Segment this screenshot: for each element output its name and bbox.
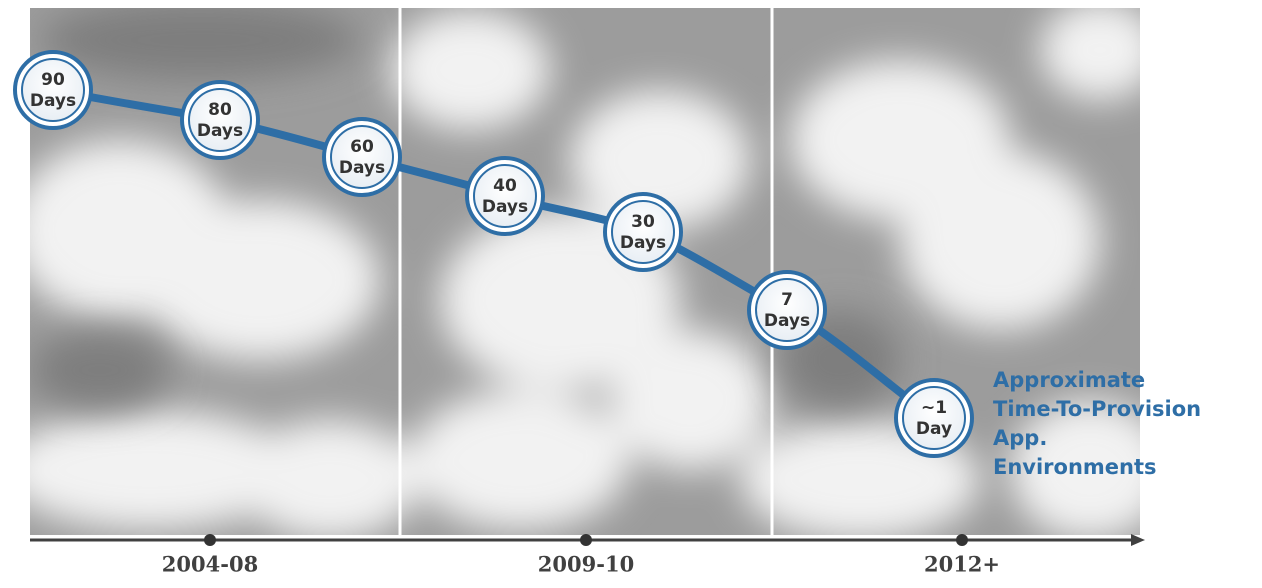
node-number: 90 <box>41 70 65 90</box>
node-number: 7 <box>781 290 793 310</box>
node-inner <box>188 88 252 152</box>
caption-line: Environments <box>993 455 1157 479</box>
period-label: 2004-08 <box>162 552 258 577</box>
node-number: 80 <box>208 100 232 120</box>
caption-line: Approximate <box>993 368 1145 392</box>
period-dot <box>580 534 592 546</box>
node-unit: Days <box>764 311 810 331</box>
node-inner <box>611 200 675 264</box>
node-inner <box>902 386 966 450</box>
node-inner <box>330 125 394 189</box>
node-unit: Days <box>482 197 528 217</box>
caption-line: App. <box>993 426 1047 450</box>
axis-arrow <box>1131 534 1145 546</box>
node-inner <box>21 58 85 122</box>
caption-line: Time-To-Provision <box>993 397 1201 421</box>
node-number: 40 <box>493 176 517 196</box>
cloud-background <box>30 8 1140 535</box>
node-unit: Days <box>30 91 76 111</box>
periods: 2004-08 2009-10 2012+ <box>162 534 1000 577</box>
node-number: 30 <box>631 212 655 232</box>
period-label: 2012+ <box>924 552 1000 577</box>
node-number: ~1 <box>921 398 947 418</box>
node-unit: Day <box>916 419 952 439</box>
node-number: 60 <box>350 137 374 157</box>
node-unit: Days <box>339 158 385 178</box>
node-inner <box>755 278 819 342</box>
node-inner <box>473 164 537 228</box>
period-dot <box>956 534 968 546</box>
caption: Approximate Time-To-Provision App. Environm… <box>993 368 1201 479</box>
period-label: 2009-10 <box>538 552 634 577</box>
node-unit: Days <box>197 121 243 141</box>
node-unit: Days <box>620 233 666 253</box>
period-dot <box>204 534 216 546</box>
